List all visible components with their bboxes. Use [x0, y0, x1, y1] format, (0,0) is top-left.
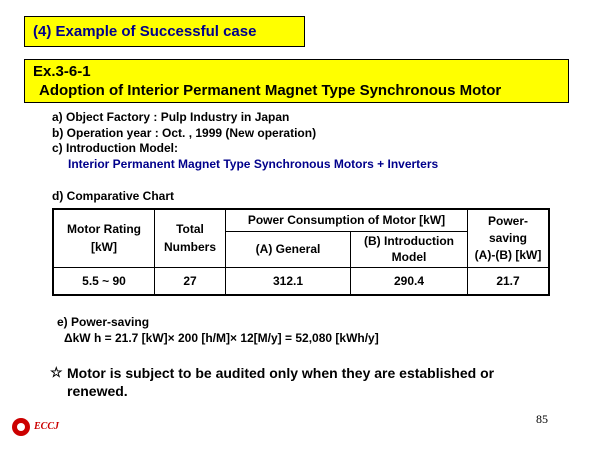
audit-note-line1: Motor is subject to be audited only when… [67, 365, 495, 381]
section-title: (4) Example of Successful case [33, 23, 257, 40]
cell-power-saving: 21.7 [467, 266, 550, 296]
header-motor-rating: Motor Rating [kW] [52, 208, 155, 268]
eccj-logo-text: ECCJ [34, 421, 60, 432]
introduction-model-value: Interior Permanent Magnet Type Synchrono… [68, 157, 439, 171]
audit-note: Motor is subject to be audited only when… [67, 364, 494, 400]
header-total-numbers: Total Numbers [154, 208, 226, 268]
cell-motor-rating: 5.5 ~ 90 [52, 266, 155, 296]
eccj-logo-icon [12, 418, 30, 436]
comparative-chart-label: d) Comparative Chart [52, 189, 175, 203]
introduction-model-label: c) Introduction Model: [52, 141, 178, 155]
object-factory: a) Object Factory : Pulp Industry in Jap… [52, 110, 290, 124]
cell-general: 312.1 [225, 266, 351, 296]
power-saving-label: e) Power-saving [57, 315, 150, 329]
example-title-box: Ex.3-6-1 Adoption of Interior Permanent … [24, 59, 569, 103]
page-number: 85 [536, 412, 548, 426]
operation-year: b) Operation year : Oct. , 1999 (New ope… [52, 126, 317, 140]
header-introduction-model: (B) Introduction Model [350, 230, 468, 268]
cell-total-numbers: 27 [154, 266, 226, 296]
header-power-consumption: Power Consumption of Motor [kW] [225, 208, 468, 232]
cell-introduction: 290.4 [350, 266, 468, 296]
comparative-table: Motor Rating [kW] Total Numbers Power Co… [52, 208, 550, 296]
power-saving-formula: ΔkW h = 21.7 [kW]× 200 [h/M]× 12[M/y] = … [64, 331, 379, 345]
header-general: (A) General [225, 230, 351, 268]
section-title-box: (4) Example of Successful case [24, 16, 305, 47]
audit-note-line2: renewed. [67, 383, 128, 399]
example-title: Adoption of Interior Permanent Magnet Ty… [39, 82, 502, 99]
star-icon: ☆ [50, 364, 63, 380]
example-id: Ex.3-6-1 [33, 63, 91, 80]
header-power-saving: Power- saving (A)-(B) [kW] [467, 208, 550, 268]
